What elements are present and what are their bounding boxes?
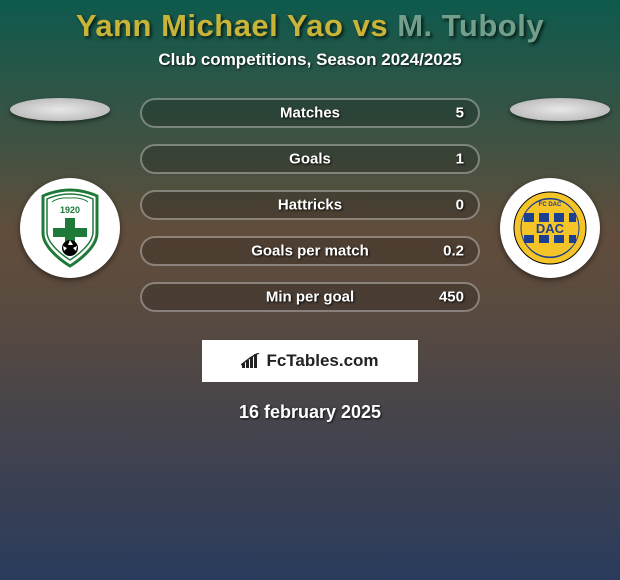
stat-pill: Hattricks 0 [140,190,480,220]
vs-text: vs [353,8,388,43]
player1-name: Yann Michael Yao [76,8,344,43]
stat-value: 0 [456,197,464,214]
stat-label: Goals per match [251,243,369,260]
fctables-logo-text: FcTables.com [266,351,378,371]
fctables-logo-box: FcTables.com [202,340,418,382]
stat-pill: Goals 1 [140,144,480,174]
barchart-icon [241,353,261,369]
stat-value: 450 [439,289,464,306]
player1-ellipse-icon [10,98,110,121]
stat-row: Min per goal 450 [0,282,620,312]
subtitle: Club competitions, Season 2024/2025 [0,50,620,70]
stat-label: Matches [280,105,340,122]
player2-name: M. Tuboly [397,8,544,43]
player1-club-badge: 1920 [20,178,120,278]
stat-label: Goals [289,151,331,168]
stat-row: Matches 5 [0,98,620,128]
stat-label: Min per goal [266,289,354,306]
stat-value: 1 [456,151,464,168]
svg-text:FC DAC: FC DAC [539,202,562,208]
date-text: 16 february 2025 [0,402,620,423]
dac-crest-icon: DAC FC DAC [513,191,587,265]
player2-ellipse-icon [510,98,610,121]
stat-label: Hattricks [278,197,342,214]
stat-value: 5 [456,105,464,122]
comparison-title: Yann Michael Yao vs M. Tuboly [0,8,620,50]
svg-text:1920: 1920 [60,205,80,215]
stat-pill: Matches 5 [140,98,480,128]
skalica-crest-icon: 1920 [35,188,105,268]
stat-value: 0.2 [443,243,464,260]
svg-text:DAC: DAC [536,221,565,236]
stat-pill: Min per goal 450 [140,282,480,312]
comparison-card: Yann Michael Yao vs M. Tuboly Club compe… [0,0,620,580]
stat-row: Goals 1 [0,144,620,174]
player2-club-badge: DAC FC DAC [500,178,600,278]
stat-pill: Goals per match 0.2 [140,236,480,266]
